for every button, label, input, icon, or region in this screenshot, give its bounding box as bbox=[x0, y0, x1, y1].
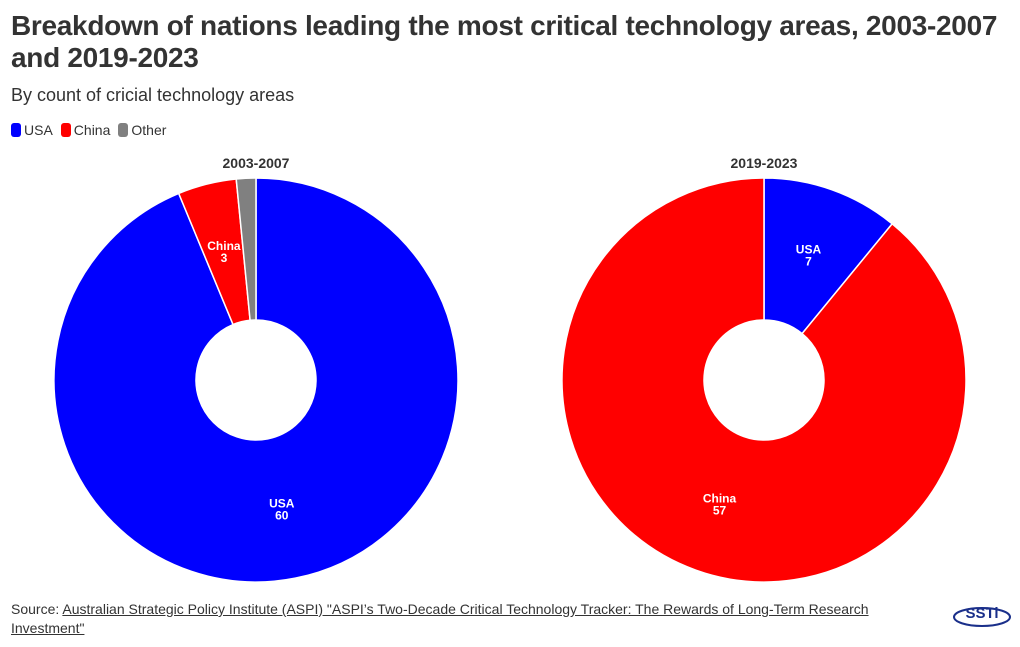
source-note: Source: Australian Strategic Policy Inst… bbox=[11, 600, 941, 638]
slice-value-usa: 60 bbox=[275, 508, 289, 522]
slice-value-china: 57 bbox=[713, 503, 727, 517]
svg-text:SSTi: SSTi bbox=[965, 605, 998, 622]
sstI-logo: SSTi bbox=[952, 600, 1012, 635]
legend: USA China Other bbox=[11, 122, 166, 138]
slice-label-usa: USA bbox=[269, 496, 295, 510]
source-link[interactable]: Australian Strategic Policy Institute (A… bbox=[11, 601, 869, 636]
slice-china[interactable] bbox=[561, 177, 967, 583]
slice-other[interactable] bbox=[235, 177, 257, 322]
slice-label-usa: USA bbox=[796, 243, 822, 257]
legend-item-usa[interactable]: USA bbox=[11, 122, 53, 138]
slice-usa[interactable] bbox=[53, 177, 459, 583]
chart-subtitle: By count of cricial technology areas bbox=[11, 85, 295, 105]
slice-usa[interactable] bbox=[763, 177, 894, 335]
source-prefix: Source: bbox=[11, 601, 63, 617]
chart-title: Breakdown of nations leading the most cr… bbox=[11, 10, 998, 73]
legend-swatch bbox=[118, 123, 129, 137]
legend-label: Other bbox=[131, 122, 167, 138]
legend-label: China bbox=[73, 122, 111, 138]
legend-item-china[interactable]: China bbox=[60, 122, 111, 138]
legend-item-other[interactable]: Other bbox=[118, 122, 166, 138]
slice-label-china: China bbox=[207, 239, 241, 253]
legend-label: USA bbox=[24, 122, 53, 138]
legend-swatch bbox=[60, 123, 71, 137]
slice-value-china: 3 bbox=[221, 251, 228, 265]
legend-swatch bbox=[11, 123, 21, 137]
donut-title: 2003-2007 bbox=[223, 155, 290, 171]
slice-label-china: China bbox=[703, 491, 737, 505]
slice-value-usa: 7 bbox=[805, 255, 812, 269]
donut-title: 2019-2023 bbox=[731, 155, 798, 171]
